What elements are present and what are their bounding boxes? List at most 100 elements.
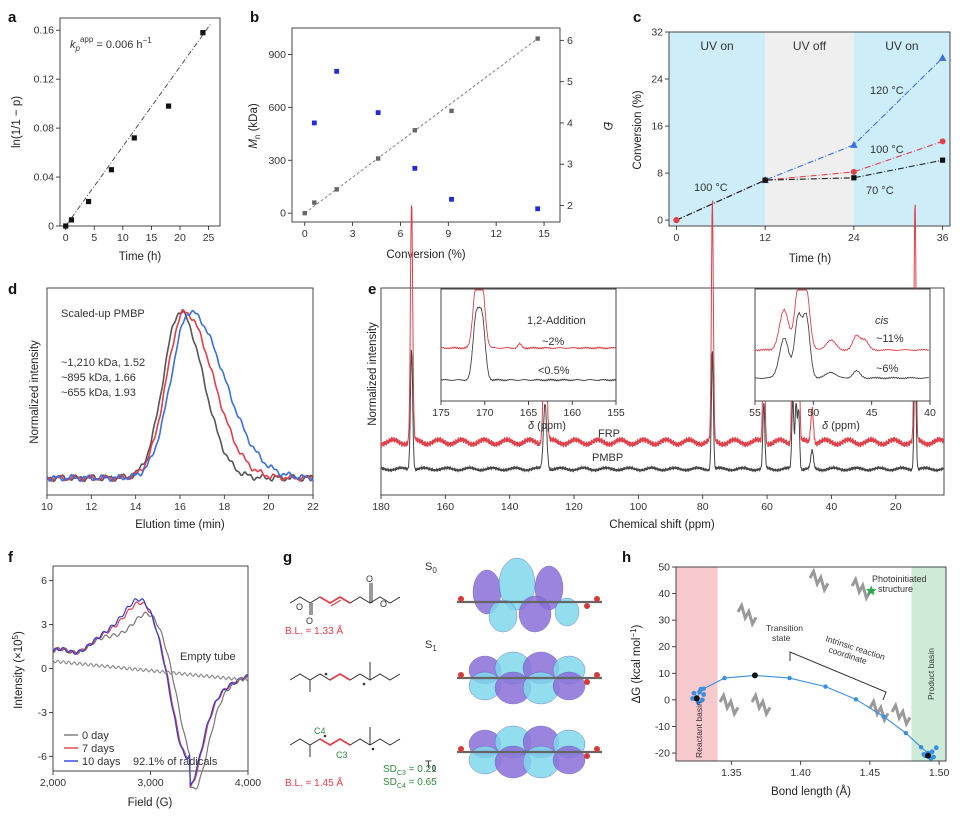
state-t0-label: T0 <box>425 759 437 773</box>
molecule-t0 <box>289 727 401 757</box>
panel-h-irc-point-6 <box>853 697 859 702</box>
panel-b-mn-point-2 <box>334 187 339 192</box>
panel-a-xtick-label-3: 15 <box>146 232 158 244</box>
panel-a-ticks: 0 5 10 15 20 25 0 0.04 0.08 0.12 0.16 <box>34 25 215 244</box>
panel-b-dispersity-point-0 <box>311 120 317 126</box>
panel-f-legend-2: 10 days <box>82 756 121 768</box>
molecule-t0-radical-2 <box>371 747 375 751</box>
panel-h-product-min <box>925 752 931 759</box>
panel-h-product-point-6 <box>929 749 935 755</box>
panel-a-points <box>63 30 206 229</box>
panel-g-oxygen-0-2 <box>594 596 600 602</box>
molecule-s1-radical-2 <box>362 682 366 686</box>
panel-c-region-2 <box>853 32 950 226</box>
panel-h: h 1.35 1.40 1.45 1.50 -20 -10 0 10 20 30 40 50 Reac… <box>622 549 949 798</box>
panel-h-reactant-point-7 <box>698 686 704 692</box>
molecule-t0-radical-1 <box>323 734 327 738</box>
panel-g-orbital-0-lobe-4 <box>518 595 552 633</box>
panel-b-points <box>302 36 541 216</box>
panel-d-xtick-label-6: 22 <box>307 501 319 513</box>
panel-a-ylabel: ln(1/1 − p) <box>11 96 23 148</box>
panel-g-orbital-1-lobe-7 <box>552 671 586 701</box>
panel-h-irc-point-9 <box>918 744 924 750</box>
panel-b-dispersity-point-3 <box>412 165 418 171</box>
panel-e-label: e <box>368 281 376 298</box>
panel-g-orbitals <box>457 557 602 779</box>
panel-e-inset-1-red-value: ~2% <box>542 336 565 348</box>
panel-g-orbital-0-lobe-3 <box>488 599 518 633</box>
panel-e-inset-2: 55 50 45 40 cis ~11% ~6% δ (ppm) <box>749 288 936 432</box>
panel-h-product-region <box>911 567 946 761</box>
panel-a-xtick-label-2: 10 <box>117 232 129 244</box>
panel-c-ytick-label-1: 8 <box>657 168 663 180</box>
panel-d-xtick-label-2: 14 <box>130 501 142 513</box>
panel-a-ytick-label-1: 0.04 <box>34 172 55 184</box>
panel-c-region-1 <box>765 32 854 226</box>
panel-b-y2-ytick-label-3: 5 <box>567 76 573 88</box>
panel-c-ytick-label-2: 16 <box>651 121 663 133</box>
panel-c-line-2 <box>676 159 943 221</box>
panel-e-ticks: 180 160 140 120 100 80 60 40 20 <box>372 495 902 513</box>
molecule-s0-double <box>330 599 342 607</box>
panel-h-ticks: 1.35 1.40 1.45 1.50 -20 -10 0 10 20 30 40 50 <box>655 562 950 780</box>
panel-c-region-label-2: UV on <box>885 39 918 53</box>
panel-g-label: g <box>283 549 292 566</box>
panel-h-product-point-4 <box>933 745 939 751</box>
panel-h-xlabel: Bond length (Å) <box>771 785 851 798</box>
panel-c-series <box>673 53 947 224</box>
panel-h-ytick-label-6: 40 <box>658 588 670 600</box>
molecule-t0-sd-c4: SDC4 = 0.65 <box>383 777 437 790</box>
panel-d-legend-1: ~895 kDa, 1.66 <box>61 372 136 384</box>
panel-e-inset-2-traces: 55 50 45 40 <box>749 289 936 419</box>
panel-h-irc-point-5 <box>823 684 828 689</box>
panel-c-point-1-3 <box>939 138 946 145</box>
panel-e-inset-2-title: cis <box>875 315 889 327</box>
panel-g-oxygen-0-1 <box>584 603 590 609</box>
panel-b-mn-point-6 <box>535 36 540 41</box>
panel-f-ytick-label-2: 0 <box>41 663 47 675</box>
panel-f-ytick-label-0: -6 <box>38 751 47 763</box>
panel-h-reactant-point-2 <box>691 690 697 696</box>
panel-d-xtick-label-1: 12 <box>85 501 97 513</box>
molecule-t0-c4: C4 <box>314 726 326 736</box>
panel-g-oxygen-2-0 <box>458 746 464 752</box>
panel-e-inset-1-xlabel: δ (ppm) <box>528 420 566 432</box>
panel-h-irc-point-4 <box>787 675 792 681</box>
panel-e-inset-2-black <box>754 311 929 380</box>
panel-h-ytick-label-1: -10 <box>655 721 670 733</box>
panel-f-label: f <box>8 549 14 566</box>
panel-f-ytick-label-1: -3 <box>38 707 47 719</box>
panel-g-oxygen-1-0 <box>458 672 464 678</box>
panel-e-inset-1-traces: 175 170 165 160 155 <box>432 289 625 419</box>
panel-b-xtick-label-0: 0 <box>302 228 308 240</box>
panel-h-star-marker <box>866 585 877 596</box>
panel-b-y2-ytick-label-4: 6 <box>567 35 573 47</box>
panel-b-mn-point-3 <box>375 156 381 161</box>
panel-d-curve-1 <box>46 309 314 483</box>
panel-e-inset-1-frame <box>440 288 617 402</box>
panel-e-inset-1-xtick-label-0: 175 <box>432 407 450 419</box>
panel-d-xtick-label-0: 10 <box>41 501 53 513</box>
panel-c-point-2-1 <box>762 177 768 183</box>
panel-a-point-4 <box>131 135 137 141</box>
panel-e-xtick-label-2: 140 <box>501 501 519 513</box>
panel-h-ytick-label-7: 50 <box>658 562 670 574</box>
molecule-s1-radical-1 <box>324 672 328 676</box>
panel-c-xtick-label-0: 0 <box>673 232 679 244</box>
panel-h-irc <box>690 585 939 761</box>
panel-h-ts-label-1: Transition <box>766 623 803 633</box>
panel-c-ytick-label-0: 0 <box>657 215 663 227</box>
panel-d-xtick-label-3: 16 <box>174 501 186 513</box>
panel-g-orbital-0-lobe-5 <box>554 597 580 627</box>
panel-h-molecule-5 <box>868 697 890 724</box>
panel-f-curve-10days <box>52 598 249 788</box>
panel-e-pmbp-label: PMBP <box>592 452 623 464</box>
panel-f-xtick-label-2: 4,000 <box>235 777 261 789</box>
panel-e-inset-2-red-value: ~11% <box>876 333 904 345</box>
panel-a-point-0 <box>63 223 69 229</box>
panel-c-point-2-2 <box>851 175 857 181</box>
panel-c-frame <box>668 31 951 227</box>
panel-f-legend: 0 day 7 days 10 days <box>64 730 121 768</box>
molecule-s0-bl: B.L. = 1.33 Å <box>285 624 343 637</box>
panel-e-inset-1-black <box>440 306 617 382</box>
